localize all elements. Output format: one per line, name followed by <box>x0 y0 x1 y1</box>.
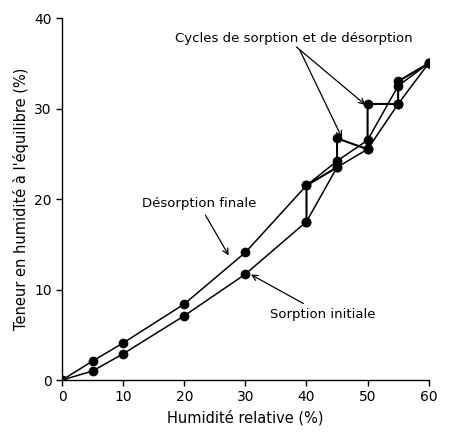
Text: Cycles de sorption et de désorption: Cycles de sorption et de désorption <box>176 32 413 136</box>
Y-axis label: Teneur en humidité à l'équilibre (%): Teneur en humidité à l'équilibre (%) <box>13 68 28 330</box>
X-axis label: Humidité relative (%): Humidité relative (%) <box>167 410 324 425</box>
Text: Sorption initiale: Sorption initiale <box>252 275 375 321</box>
Text: Désorption finale: Désorption finale <box>142 197 256 254</box>
